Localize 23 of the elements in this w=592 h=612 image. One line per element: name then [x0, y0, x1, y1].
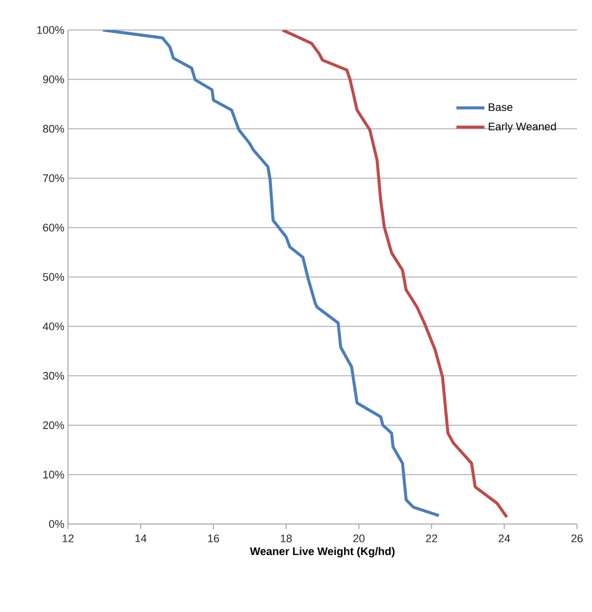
- y-tick-label: 50%: [42, 273, 64, 281]
- y-tick-label: 70%: [43, 174, 64, 182]
- y-tick-label: 80%: [43, 124, 64, 133]
- x-tick-label: 16: [208, 534, 220, 542]
- x-axis-title: Weaner Live Weight (Kg/hd): [250, 547, 395, 558]
- x-tick-label: 24: [498, 534, 510, 542]
- line-series: [101, 30, 440, 518]
- x-tick-label: 12: [62, 534, 74, 542]
- y-tick-label: 0%: [49, 520, 64, 528]
- legend-label: Base: [488, 103, 512, 111]
- y-tick-label: 60%: [43, 224, 64, 232]
- y-tick-label: 30%: [42, 372, 64, 380]
- x-tick-label: 26: [571, 534, 583, 542]
- y-tick-label: 40%: [42, 322, 64, 330]
- y-tick-label: 20%: [43, 421, 64, 430]
- x-tick-label: 14: [135, 534, 146, 542]
- y-tick-label: 10%: [43, 470, 64, 478]
- x-tick-label: 18: [280, 534, 292, 542]
- x-tick-label: 20: [353, 534, 365, 542]
- y-tick-label: 100%: [37, 26, 64, 34]
- x-tick-label: 22: [426, 534, 438, 542]
- legend-label: Early Weaned: [488, 122, 556, 133]
- y-tick-label: 90%: [43, 76, 64, 84]
